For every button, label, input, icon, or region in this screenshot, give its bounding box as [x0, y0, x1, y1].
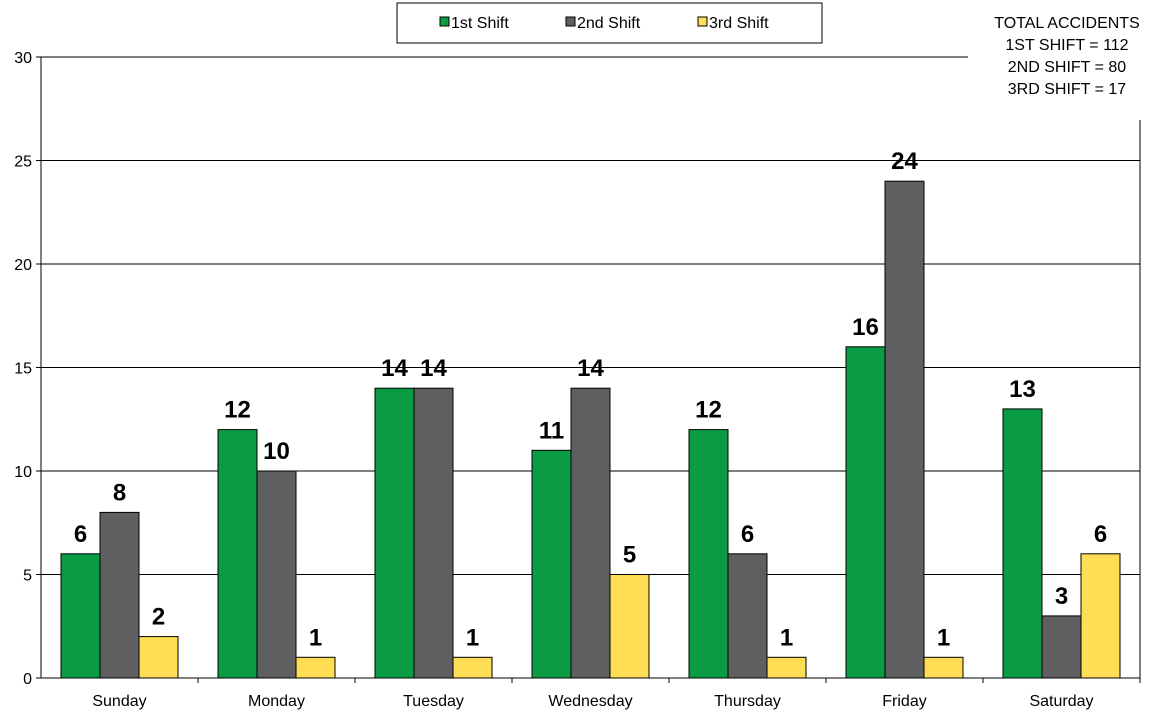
data-label-3rd-shift-tuesday: 1	[466, 624, 479, 651]
data-label-1st-shift-saturday: 13	[1009, 376, 1036, 403]
bar-1st-shift-sunday	[60, 553, 101, 679]
legend-label-2nd-shift: 2nd Shift	[577, 15, 641, 32]
data-label-2nd-shift-sunday: 8	[113, 479, 126, 506]
x-axis-ticks: Sunday Monday Tuesday Wednesday Thursday Frid…	[92, 678, 1141, 710]
data-label-2nd-shift-wednesday: 14	[577, 355, 604, 382]
data-label-2nd-shift-friday: 24	[891, 148, 918, 175]
bar-2nd-shift-thursday	[727, 553, 768, 679]
bar-3rd-shift-friday	[923, 656, 964, 679]
data-label-3rd-shift-thursday: 1	[780, 624, 793, 651]
data-label-1st-shift-sunday: 6	[74, 521, 87, 548]
data-label-3rd-shift-monday: 1	[309, 624, 322, 651]
bar-1st-shift-monday	[217, 429, 258, 679]
legend-swatch-2nd-shift	[565, 16, 576, 27]
bar-3rd-shift-thursday	[766, 656, 807, 679]
data-label-3rd-shift-saturday: 6	[1094, 521, 1107, 548]
y-tick-label: 15	[14, 361, 32, 378]
x-tick-label-monday: Monday	[248, 693, 305, 710]
legend-swatch-1st-shift	[439, 16, 450, 27]
bar-2nd-shift-friday	[884, 180, 925, 679]
data-label-1st-shift-monday: 12	[224, 397, 251, 424]
bar-2nd-shift-tuesday	[413, 387, 454, 679]
totals-heading: TOTAL ACCIDENTS	[994, 15, 1140, 32]
y-tick-label: 25	[14, 154, 32, 171]
x-tick-label-sunday: Sunday	[92, 693, 146, 710]
bar-2nd-shift-monday	[256, 470, 297, 679]
y-tick-label: 0	[23, 671, 32, 688]
y-axis-ticks: 0 5 10 15 20 25 30	[14, 50, 41, 688]
totals-annotation: TOTAL ACCIDENTS 1ST SHIFT = 112 2ND SHIF…	[968, 8, 1168, 120]
legend-box	[396, 2, 823, 44]
bar-2nd-shift-sunday	[99, 511, 140, 679]
y-tick-label: 10	[14, 464, 32, 481]
data-label-2nd-shift-saturday: 3	[1055, 583, 1068, 610]
x-tick-label-tuesday: Tuesday	[403, 693, 464, 710]
axes	[40, 57, 1141, 679]
legend: 1st Shift 2nd Shift 3rd Shift	[396, 2, 823, 44]
bar-1st-shift-wednesday	[531, 449, 572, 679]
y-tick-label: 5	[23, 568, 32, 585]
x-tick-label-wednesday: Wednesday	[548, 693, 632, 710]
bars	[60, 180, 1121, 679]
legend-label-3rd-shift: 3rd Shift	[709, 15, 769, 32]
bar-1st-shift-tuesday	[374, 387, 415, 679]
x-tick-label-thursday: Thursday	[714, 693, 781, 710]
data-label-2nd-shift-tuesday: 14	[420, 355, 447, 382]
totals-background	[968, 8, 1168, 120]
x-tick-label-saturday: Saturday	[1029, 693, 1093, 710]
legend-label-1st-shift: 1st Shift	[451, 15, 509, 32]
totals-2nd-shift: 2ND SHIFT = 80	[1008, 59, 1127, 76]
data-label-3rd-shift-friday: 1	[937, 624, 950, 651]
totals-1st-shift: 1ST SHIFT = 112	[1005, 37, 1128, 54]
data-label-3rd-shift-sunday: 2	[152, 604, 165, 631]
bar-1st-shift-thursday	[688, 429, 729, 679]
bar-1st-shift-saturday	[1002, 408, 1043, 679]
bar-1st-shift-friday	[845, 346, 886, 679]
bar-2nd-shift-saturday	[1041, 615, 1082, 679]
data-label-3rd-shift-wednesday: 5	[623, 542, 636, 569]
data-label-2nd-shift-thursday: 6	[741, 521, 754, 548]
data-label-1st-shift-tuesday: 14	[381, 355, 408, 382]
data-label-1st-shift-friday: 16	[852, 314, 879, 341]
bar-3rd-shift-monday	[295, 656, 336, 679]
data-label-2nd-shift-monday: 10	[263, 438, 290, 465]
legend-swatch-3rd-shift	[697, 16, 708, 27]
y-tick-label: 20	[14, 257, 32, 274]
totals-3rd-shift: 3RD SHIFT = 17	[1008, 81, 1127, 98]
y-tick-label: 30	[14, 50, 32, 67]
bar-3rd-shift-sunday	[138, 636, 179, 679]
bar-3rd-shift-wednesday	[609, 574, 650, 679]
x-tick-label-friday: Friday	[882, 693, 926, 710]
bar-2nd-shift-wednesday	[570, 387, 611, 679]
bar-3rd-shift-saturday	[1080, 553, 1121, 679]
data-label-1st-shift-wednesday: 11	[539, 417, 564, 444]
bar-3rd-shift-tuesday	[452, 656, 493, 679]
data-label-1st-shift-thursday: 12	[695, 397, 722, 424]
